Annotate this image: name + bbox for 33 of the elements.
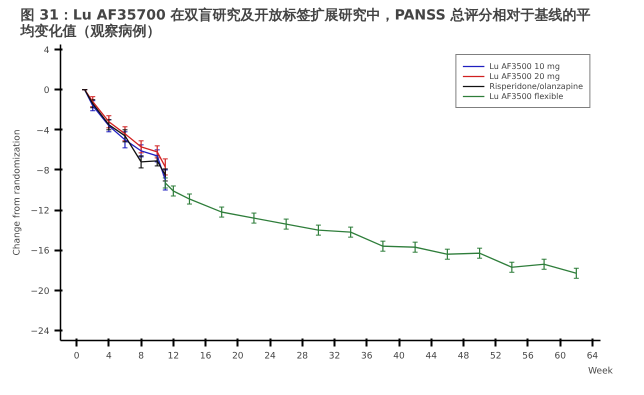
y-tick-label: −8 [36,166,50,176]
y-tick-label: 4 [44,46,50,56]
x-tick-label: 12 [168,352,180,362]
x-tick-label: 36 [361,352,373,362]
y-tick-label: −4 [36,126,50,136]
x-tick-label: 8 [138,352,144,362]
x-tick-label: 56 [522,352,534,362]
x-tick-label: 44 [426,352,438,362]
x-tick-label: 48 [458,352,470,362]
x-tick-label: 40 [393,352,406,362]
legend-label: Lu AF3500 20 mg [489,71,560,81]
x-tick-label: 20 [232,352,244,362]
x-tick-label: 52 [490,352,502,362]
x-tick-label: 4 [106,352,112,362]
legend-label: Lu AF3500 10 mg [489,61,560,71]
y-tick-label: −24 [30,326,50,337]
x-tick-label: 16 [200,352,212,362]
y-tick-label: −20 [30,286,50,297]
legend-label: Lu AF3500 flexible [489,91,564,101]
x-tick-label: 28 [296,352,308,362]
legend-label: Risperidone/olanzapine [489,81,583,91]
chart-title: 图 31：Lu AF35700 在双盲研究及开放标签扩展研究中，PANSS 总评分相对于基线的平均变化值（观察病例） [20,6,591,40]
x-tick-label: 64 [586,352,598,362]
x-tick-label: 60 [554,352,566,362]
line-series [164,182,577,274]
y-tick-label: −12 [30,206,50,217]
y-tick-label: −16 [30,246,50,257]
y-axis-title: Change from randomization [12,129,23,256]
x-tick-label: 0 [74,352,80,362]
x-tick-label: 24 [264,352,276,362]
x-axis-title: Week [588,366,614,376]
y-tick-label: 0 [44,86,50,96]
x-tick-label: 32 [328,352,340,362]
